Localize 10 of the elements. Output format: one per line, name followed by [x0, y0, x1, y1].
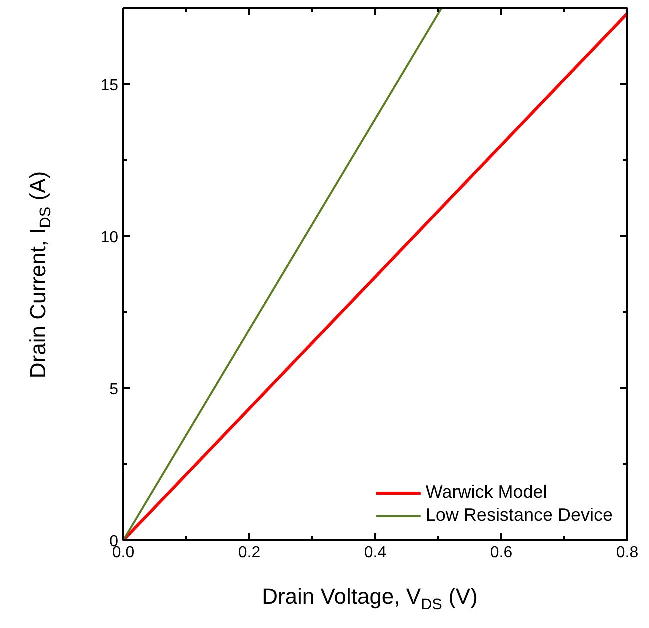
y-tick-label: 10	[100, 230, 119, 246]
x-tick-label: 0.2	[238, 544, 261, 562]
y-tick-label: 15	[100, 78, 119, 94]
x-tick-label: 0.8	[616, 544, 639, 562]
x-tick-label: 0.6	[490, 544, 513, 562]
legend-label: Low Resistance Device	[426, 505, 613, 526]
x-tick-label: 0.4	[364, 544, 387, 562]
x-axis-title: Drain Voltage, V$_{DS}$ (V)	[261, 583, 479, 616]
legend-label: Warwick Model	[426, 482, 548, 503]
y-tick-label: 5	[110, 382, 119, 398]
